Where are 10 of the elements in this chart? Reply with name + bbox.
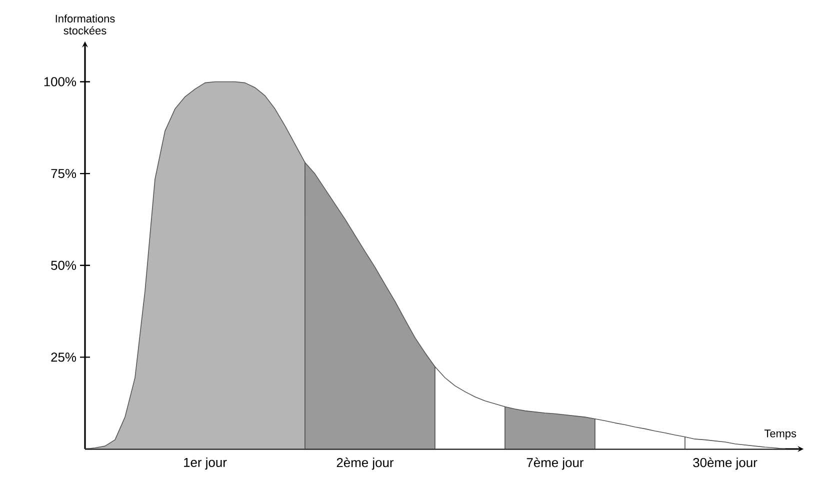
x-axis-title: Temps	[764, 430, 796, 440]
x-tick-label: 2ème jour	[336, 458, 394, 470]
y-tick-label: 75%	[51, 168, 76, 178]
y-tick-label: 50%	[51, 260, 76, 270]
x-tick-label: 30ème jour	[693, 458, 758, 470]
x-tick-label: 7ème jour	[526, 458, 584, 470]
y-tick-label: 25%	[51, 352, 76, 362]
y-axis-title: Informations stockées	[56, 14, 115, 34]
y-tick-label: 100%	[44, 77, 76, 86]
x-tick-label: 1er jour	[184, 458, 227, 470]
